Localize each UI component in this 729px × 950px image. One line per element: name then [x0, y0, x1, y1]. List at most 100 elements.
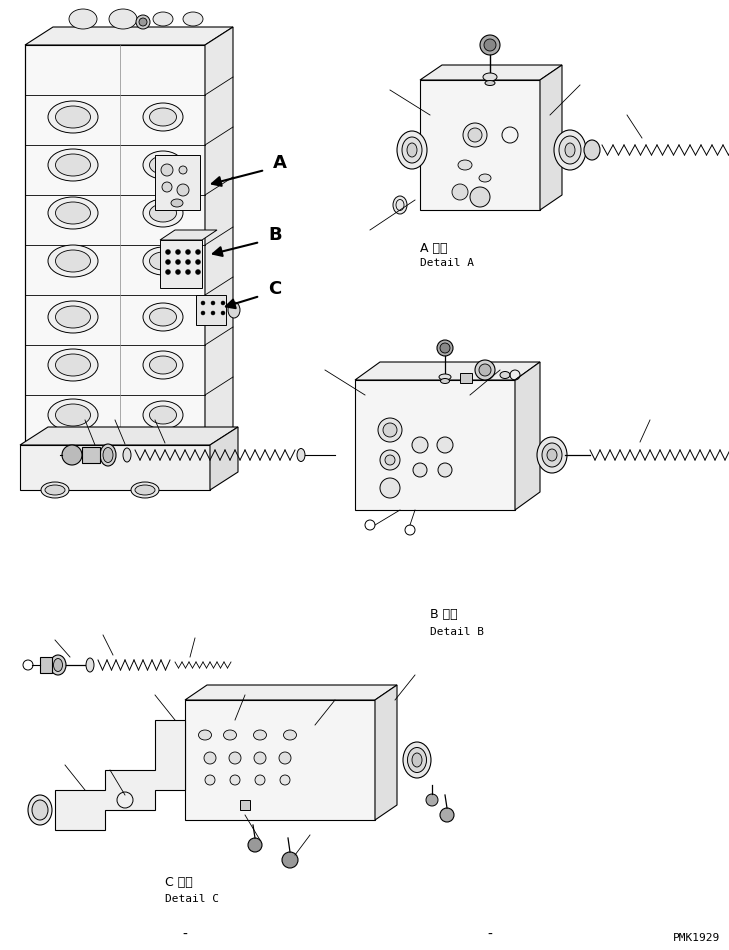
Ellipse shape	[48, 101, 98, 133]
Circle shape	[195, 270, 200, 275]
Text: B: B	[268, 226, 281, 244]
Circle shape	[201, 311, 205, 315]
Polygon shape	[515, 362, 540, 510]
Ellipse shape	[407, 143, 417, 157]
Polygon shape	[185, 685, 397, 700]
Ellipse shape	[48, 399, 98, 431]
Circle shape	[165, 270, 171, 275]
Ellipse shape	[149, 308, 176, 326]
Circle shape	[211, 301, 215, 305]
Polygon shape	[196, 295, 226, 325]
Circle shape	[176, 250, 181, 255]
Circle shape	[136, 15, 150, 29]
Ellipse shape	[171, 199, 183, 207]
Circle shape	[177, 184, 189, 196]
Ellipse shape	[48, 197, 98, 229]
Polygon shape	[420, 80, 540, 210]
Circle shape	[480, 35, 500, 55]
Polygon shape	[55, 720, 185, 830]
Text: -: -	[488, 928, 492, 942]
Circle shape	[383, 423, 397, 437]
Ellipse shape	[224, 730, 236, 740]
Circle shape	[440, 343, 450, 353]
Circle shape	[161, 164, 173, 176]
Circle shape	[452, 184, 468, 200]
Ellipse shape	[565, 143, 575, 157]
Ellipse shape	[198, 730, 211, 740]
Circle shape	[248, 838, 262, 852]
Ellipse shape	[48, 349, 98, 381]
Circle shape	[437, 340, 453, 356]
Polygon shape	[355, 362, 540, 380]
Ellipse shape	[86, 658, 94, 672]
Ellipse shape	[500, 371, 510, 378]
Ellipse shape	[402, 137, 422, 163]
Circle shape	[413, 463, 427, 477]
Ellipse shape	[284, 730, 297, 740]
Ellipse shape	[149, 252, 176, 270]
Ellipse shape	[103, 447, 113, 463]
Text: C 詳細: C 詳細	[165, 877, 192, 889]
Ellipse shape	[479, 174, 491, 182]
Circle shape	[221, 311, 225, 315]
Ellipse shape	[183, 12, 203, 26]
Ellipse shape	[55, 250, 90, 272]
Ellipse shape	[50, 655, 66, 675]
Circle shape	[437, 437, 453, 453]
Ellipse shape	[149, 406, 176, 424]
Ellipse shape	[439, 374, 451, 380]
Circle shape	[165, 259, 171, 264]
Circle shape	[470, 187, 490, 207]
Text: A: A	[273, 154, 287, 172]
Circle shape	[185, 270, 190, 275]
Ellipse shape	[559, 136, 581, 164]
Circle shape	[385, 455, 395, 465]
Ellipse shape	[55, 354, 90, 376]
Ellipse shape	[131, 482, 159, 498]
Polygon shape	[540, 65, 562, 210]
Ellipse shape	[397, 131, 427, 169]
Ellipse shape	[48, 301, 98, 333]
Circle shape	[280, 775, 290, 785]
Circle shape	[438, 463, 452, 477]
Ellipse shape	[143, 351, 183, 379]
Ellipse shape	[28, 795, 52, 825]
Ellipse shape	[100, 444, 116, 466]
Bar	[240, 800, 250, 810]
Ellipse shape	[408, 748, 426, 772]
Ellipse shape	[547, 449, 557, 461]
Circle shape	[201, 301, 205, 305]
Ellipse shape	[55, 106, 90, 128]
Ellipse shape	[69, 9, 97, 29]
Circle shape	[282, 852, 298, 868]
Ellipse shape	[228, 302, 240, 318]
Circle shape	[426, 794, 438, 806]
Ellipse shape	[135, 485, 155, 495]
Ellipse shape	[458, 160, 472, 170]
Ellipse shape	[143, 247, 183, 275]
Polygon shape	[205, 27, 233, 445]
Polygon shape	[375, 685, 397, 820]
Ellipse shape	[143, 303, 183, 331]
Text: B 詳細: B 詳細	[430, 609, 458, 621]
Circle shape	[255, 775, 265, 785]
Circle shape	[254, 752, 266, 764]
Ellipse shape	[143, 199, 183, 227]
Ellipse shape	[143, 151, 183, 179]
Polygon shape	[20, 427, 238, 445]
Circle shape	[139, 18, 147, 26]
Ellipse shape	[149, 356, 176, 374]
Circle shape	[468, 128, 482, 142]
Bar	[460, 373, 472, 383]
Ellipse shape	[55, 154, 90, 176]
Circle shape	[195, 250, 200, 255]
Text: C: C	[268, 280, 281, 298]
Text: Detail A: Detail A	[420, 258, 474, 268]
Ellipse shape	[149, 108, 176, 126]
Circle shape	[176, 270, 181, 275]
Ellipse shape	[143, 103, 183, 131]
Ellipse shape	[32, 800, 48, 820]
Ellipse shape	[440, 378, 450, 384]
Ellipse shape	[403, 742, 431, 778]
Ellipse shape	[584, 140, 600, 160]
